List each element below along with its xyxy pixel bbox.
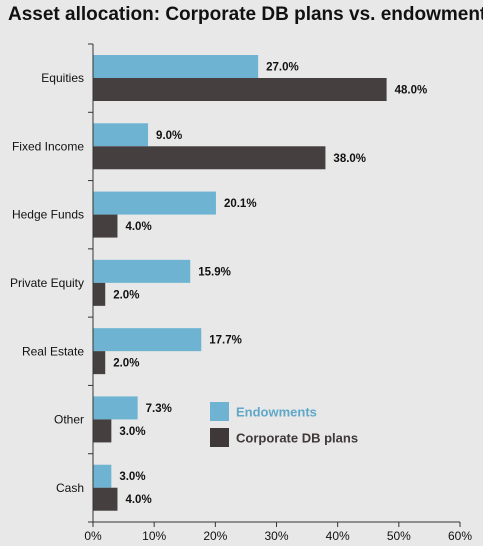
data-label: 15.9% — [198, 266, 231, 278]
bar-corporate-db-6 — [93, 487, 118, 511]
legend-label-endowments: Endowments — [236, 405, 317, 420]
category-label: Hedge Funds — [12, 208, 84, 222]
chart-title: Asset allocation: Corporate DB plans vs.… — [8, 4, 483, 25]
data-label: 48.0% — [395, 85, 428, 97]
category-label: Real Estate — [22, 344, 84, 358]
bar-corporate-db-1 — [93, 146, 326, 170]
bar-endowments-1 — [93, 123, 149, 147]
bar-endowments-3 — [93, 259, 191, 283]
legend-label-corporate-db: Corporate DB plans — [236, 431, 358, 446]
data-label: 27.0% — [266, 62, 299, 74]
data-label: 3.0% — [119, 426, 145, 438]
data-label: 2.0% — [113, 358, 139, 370]
bar-corporate-db-3 — [93, 282, 106, 306]
category-label: Cash — [56, 481, 84, 495]
data-label: 3.0% — [119, 471, 145, 483]
bar-endowments-0 — [93, 55, 259, 78]
data-label: 4.0% — [125, 221, 151, 233]
bar-corporate-db-5 — [93, 419, 112, 443]
data-label: 38.0% — [333, 153, 366, 165]
data-label: 17.7% — [209, 335, 242, 347]
x-tick-label: 40% — [326, 529, 350, 543]
bar-corporate-db-4 — [93, 351, 106, 375]
bar-endowments-5 — [93, 396, 138, 420]
data-label: 20.1% — [224, 198, 257, 210]
x-tick-label: 50% — [387, 529, 411, 543]
x-tick-label: 30% — [264, 529, 288, 543]
bar-corporate-db-2 — [93, 214, 118, 238]
category-label: Equities — [41, 71, 84, 85]
category-label: Other — [54, 413, 84, 427]
data-label: 9.0% — [156, 130, 182, 142]
bar-endowments-2 — [93, 191, 216, 215]
x-tick-label: 0% — [84, 529, 102, 543]
bar-endowments-4 — [93, 328, 202, 352]
data-label: 2.0% — [113, 289, 139, 301]
data-label: 7.3% — [146, 403, 172, 415]
x-tick-label: 60% — [448, 529, 472, 543]
x-tick-label: 10% — [142, 529, 166, 543]
legend-swatch-endowments — [210, 402, 229, 421]
bar-corporate-db-0 — [93, 78, 387, 101]
x-tick-label: 20% — [203, 529, 227, 543]
category-label: Private Equity — [10, 276, 84, 290]
category-label: Fixed Income — [12, 139, 84, 153]
bar-endowments-6 — [93, 464, 112, 488]
legend-swatch-corporate-db — [210, 428, 229, 447]
data-label: 4.0% — [125, 494, 151, 506]
